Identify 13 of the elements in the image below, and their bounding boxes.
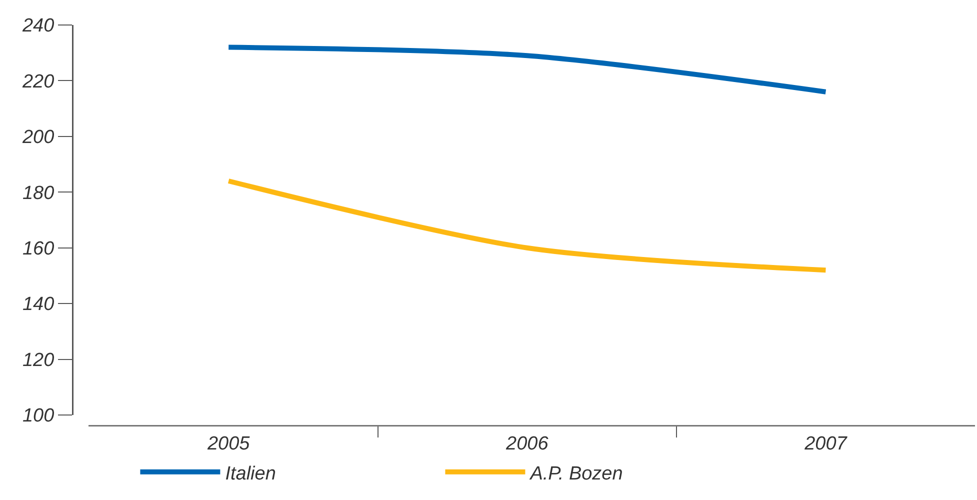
legend-label: Italien [225, 463, 276, 484]
y-tick-label: 100 [22, 406, 55, 427]
x-tick-label: 2006 [505, 433, 549, 454]
y-tick-label: 120 [22, 350, 55, 371]
y-tick-label: 240 [21, 16, 55, 37]
y-tick-label: 140 [22, 294, 55, 316]
y-tick-label: 220 [21, 71, 55, 92]
legend-label: A.P. Bozen [529, 463, 623, 484]
x-tick-label: 2005 [206, 433, 250, 454]
y-tick-label: 180 [22, 182, 55, 204]
y-tick-label: 200 [21, 127, 55, 148]
x-tick-label: 2007 [804, 433, 848, 454]
y-tick-label: 160 [22, 238, 55, 260]
